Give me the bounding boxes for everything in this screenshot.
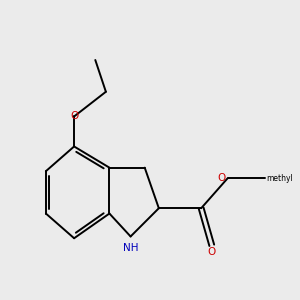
Text: O: O (70, 112, 78, 122)
Text: methyl: methyl (266, 174, 293, 183)
Text: NH: NH (123, 243, 138, 253)
Text: O: O (218, 173, 226, 183)
Text: O: O (208, 247, 216, 257)
